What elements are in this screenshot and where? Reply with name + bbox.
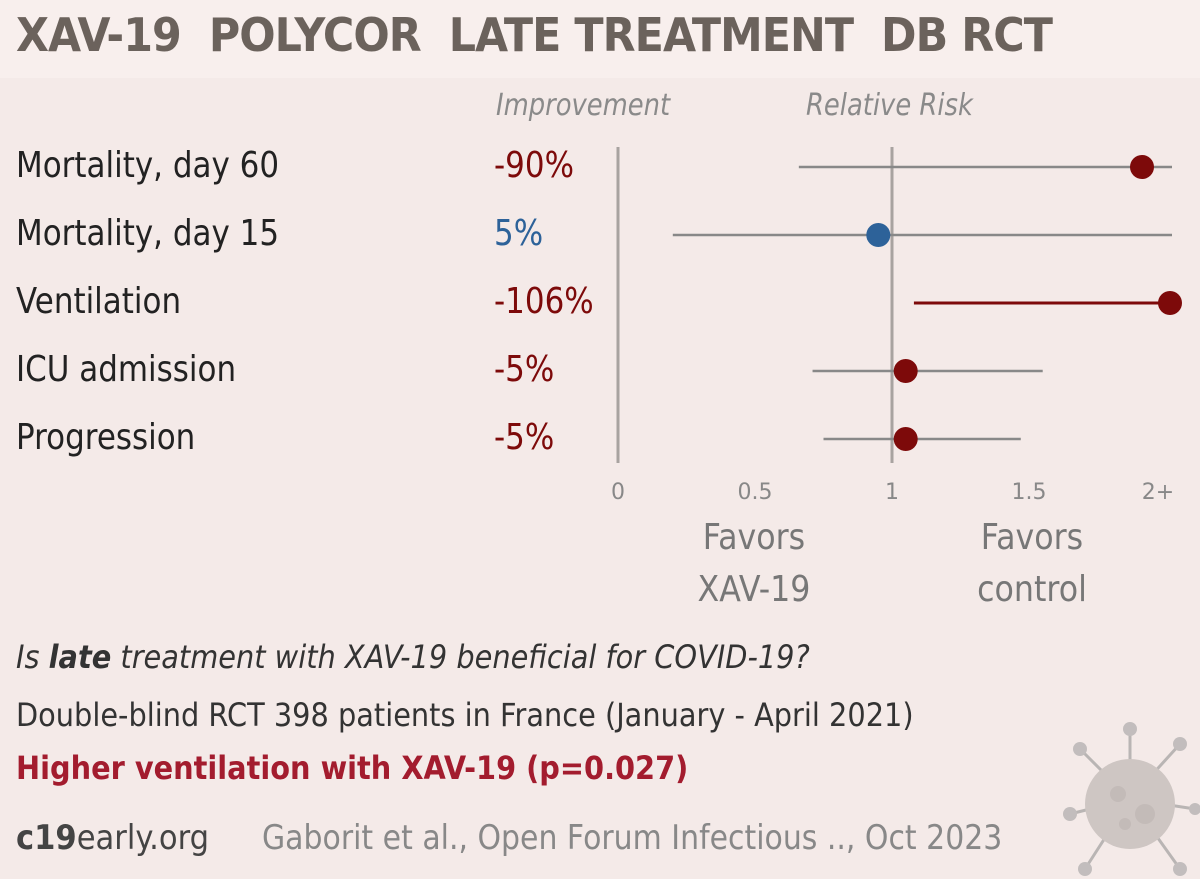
- question-text: Is late treatment with XAV-19 beneficial…: [16, 638, 810, 676]
- point-estimate: [893, 359, 918, 383]
- x-tick-label: 1: [885, 480, 899, 505]
- citation-text: Gaborit et al., Open Forum Infectious ..…: [262, 818, 1003, 858]
- question-pre: Is: [16, 638, 49, 676]
- favors-right-line1: Favors: [980, 517, 1084, 558]
- x-tick-label: 0: [611, 480, 625, 505]
- outcome-label: Progression: [16, 417, 196, 458]
- outcome-label: ICU admission: [16, 349, 237, 390]
- point-estimate: [866, 223, 891, 247]
- relative-risk-header: Relative Risk: [806, 88, 973, 123]
- page-title: XAV-19 POLYCOR LATE TREATMENT DB RCT: [16, 8, 1053, 62]
- header-bar: XAV-19 POLYCOR LATE TREATMENT DB RCT: [0, 0, 1200, 78]
- x-tick-label: 0.5: [738, 480, 773, 505]
- outcome-label: Mortality, day 60: [16, 145, 280, 186]
- outcome-label: Mortality, day 15: [16, 213, 280, 254]
- favors-control-label: Favors control: [977, 512, 1087, 616]
- outcome-label: Ventilation: [16, 281, 182, 322]
- favors-right-line2: control: [977, 569, 1087, 610]
- favors-left-line2: XAV-19: [697, 569, 811, 610]
- question-emphasis: late: [48, 638, 112, 676]
- site-rest: early.org: [76, 818, 210, 858]
- virus-icon: [1063, 722, 1200, 876]
- site-bold: c19: [16, 818, 77, 858]
- improvement-value: 5%: [494, 213, 544, 254]
- improvement-value: -5%: [494, 349, 555, 390]
- study-design-text: Double-blind RCT 398 patients in France …: [16, 696, 914, 734]
- improvement-header: Improvement: [496, 88, 671, 123]
- favors-treatment-label: Favors XAV-19: [698, 512, 811, 616]
- point-estimate: [1158, 291, 1182, 315]
- improvement-value: -90%: [494, 145, 574, 186]
- favors-left-line1: Favors: [702, 517, 806, 558]
- point-estimate: [1130, 155, 1154, 179]
- result-text: Higher ventilation with XAV-19 (p=0.027): [16, 749, 689, 787]
- site-link[interactable]: c19early.org: [16, 818, 209, 858]
- x-tick-label: 1.5: [1012, 480, 1047, 505]
- x-tick-label: 2+: [1142, 480, 1174, 505]
- point-estimate: [893, 427, 918, 451]
- question-post: treatment with XAV-19 beneficial for COV…: [111, 638, 810, 676]
- improvement-value: -106%: [494, 281, 594, 322]
- improvement-value: -5%: [494, 417, 555, 458]
